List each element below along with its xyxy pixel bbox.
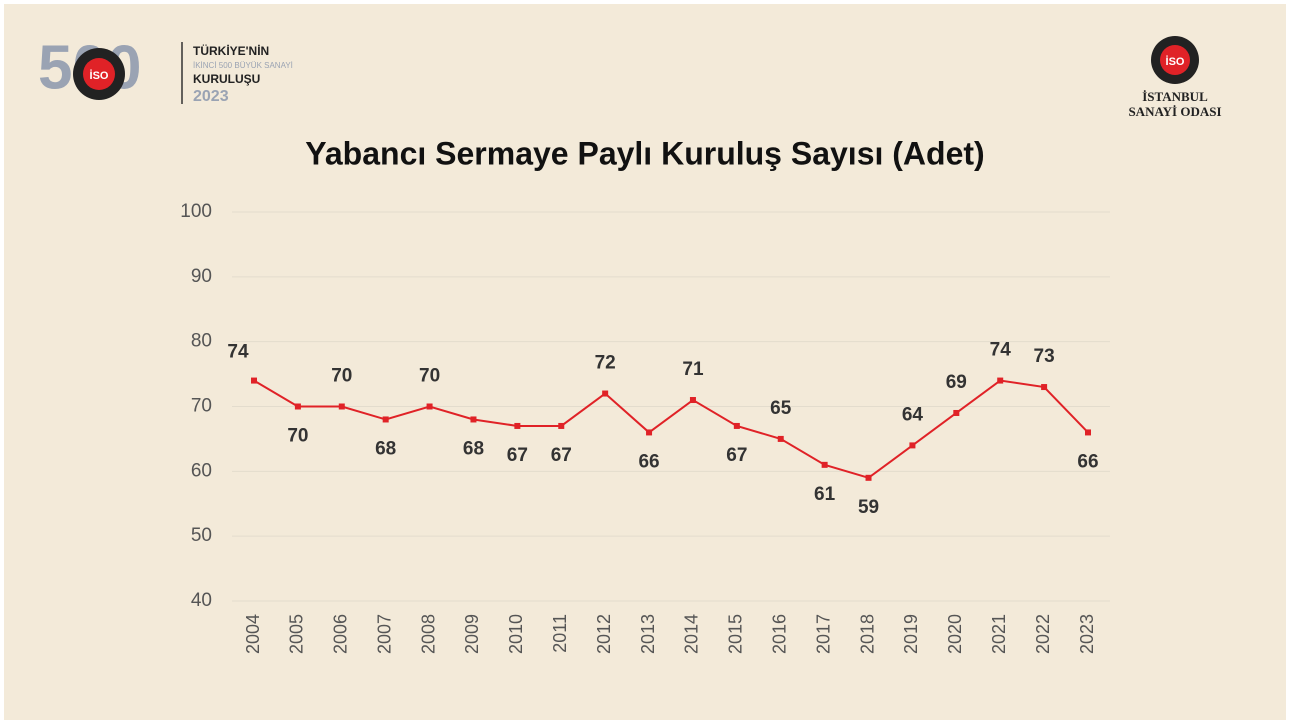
line bbox=[253, 379, 1089, 479]
x-tick-label: 2019 bbox=[901, 614, 921, 654]
data-label: 70 bbox=[287, 426, 308, 447]
y-tick-label: 70 bbox=[191, 396, 212, 417]
marker bbox=[997, 377, 1004, 384]
x-tick-label: 2004 bbox=[243, 614, 263, 654]
x-tick-label: 2009 bbox=[462, 614, 482, 654]
data-label: 67 bbox=[507, 445, 528, 466]
y-tick-label: 80 bbox=[191, 331, 212, 352]
x-tick-label: 2014 bbox=[682, 614, 702, 654]
data-label: 65 bbox=[770, 398, 792, 419]
marker bbox=[558, 422, 565, 429]
marker bbox=[602, 390, 609, 397]
data-label: 59 bbox=[858, 497, 879, 518]
logo-badge: İSO bbox=[90, 69, 109, 82]
x-tick-label: 2006 bbox=[331, 614, 351, 654]
marker bbox=[470, 416, 477, 423]
marker bbox=[865, 474, 872, 481]
marker bbox=[426, 403, 433, 410]
org-badge: İSO bbox=[1166, 55, 1185, 68]
gear-center bbox=[1160, 45, 1190, 75]
data-label: 68 bbox=[463, 438, 484, 459]
x-tick-label: 2020 bbox=[945, 614, 965, 654]
gear-center bbox=[83, 58, 115, 90]
marker bbox=[646, 429, 653, 436]
org-line2: SANAYİ ODASI bbox=[1128, 104, 1221, 119]
background bbox=[4, 4, 1286, 720]
x-tick-label: 2005 bbox=[287, 614, 307, 654]
x-tick-label: 2018 bbox=[857, 614, 877, 654]
marker bbox=[733, 422, 740, 429]
y-tick-label: 50 bbox=[191, 525, 212, 546]
x-tick-label: 2011 bbox=[550, 614, 570, 653]
marker bbox=[1085, 429, 1091, 436]
x-tick-label: 2021 bbox=[989, 614, 1009, 654]
data-label: 70 bbox=[331, 366, 352, 387]
logo-year: 2023 bbox=[193, 88, 229, 105]
x-tick-label: 2008 bbox=[418, 614, 438, 654]
data-label: 73 bbox=[1034, 346, 1055, 367]
org-line1: İSTANBUL bbox=[1142, 89, 1208, 104]
logo-line2: İKİNCİ 500 BÜYÜK SANAYİ bbox=[193, 61, 293, 70]
data-label: 74 bbox=[990, 340, 1012, 361]
marker bbox=[251, 377, 257, 384]
marker bbox=[821, 461, 828, 468]
x-tick-label: 2022 bbox=[1033, 614, 1053, 654]
x-tick-label: 2010 bbox=[506, 614, 526, 654]
y-tick-label: 100 bbox=[180, 201, 212, 222]
x-tick-label: 2017 bbox=[813, 614, 833, 654]
right-logo: İSO İSTANBUL SANAYİ ODASI bbox=[1128, 36, 1222, 119]
left-logo: 500 İSO TÜRKİYE'NİN İKİNCİ 500 BÜYÜK SAN… bbox=[38, 33, 293, 105]
logo-line1: TÜRKİYE'NİN bbox=[193, 43, 269, 58]
x-tick-label: 2007 bbox=[374, 614, 394, 654]
data-label: 69 bbox=[946, 372, 967, 393]
marker bbox=[338, 403, 345, 410]
data-label: 68 bbox=[375, 438, 396, 459]
data-label: 74 bbox=[227, 342, 249, 363]
marker bbox=[382, 416, 389, 423]
data-label: 61 bbox=[814, 484, 836, 505]
data-label: 66 bbox=[638, 451, 659, 472]
data-label: 67 bbox=[551, 445, 572, 466]
marker bbox=[909, 442, 916, 449]
marker bbox=[1041, 384, 1048, 391]
x-tick-label: 2023 bbox=[1077, 614, 1097, 654]
marker bbox=[777, 435, 784, 442]
x-tick-label: 2013 bbox=[638, 614, 658, 654]
data-label: 72 bbox=[595, 353, 616, 374]
data-label: 70 bbox=[419, 366, 440, 387]
marker bbox=[689, 397, 696, 404]
logo-line3: KURULUŞU bbox=[193, 72, 260, 86]
y-tick-label: 40 bbox=[191, 590, 212, 611]
chart-title: Yabancı Sermaye Paylı Kuruluş Sayısı (Ad… bbox=[305, 135, 984, 171]
data-label: 64 bbox=[902, 404, 924, 425]
marker bbox=[514, 422, 521, 429]
marker bbox=[953, 409, 960, 416]
data-label: 66 bbox=[1077, 451, 1098, 472]
x-tick-label: 2015 bbox=[726, 614, 746, 654]
marker bbox=[294, 403, 301, 410]
y-tick-label: 60 bbox=[191, 460, 212, 481]
y-tick-label: 90 bbox=[191, 266, 212, 287]
data-label: 67 bbox=[726, 445, 747, 466]
data-label: 71 bbox=[682, 359, 704, 380]
x-tick-label: 2012 bbox=[594, 614, 614, 654]
x-tick-label: 2016 bbox=[769, 614, 789, 654]
